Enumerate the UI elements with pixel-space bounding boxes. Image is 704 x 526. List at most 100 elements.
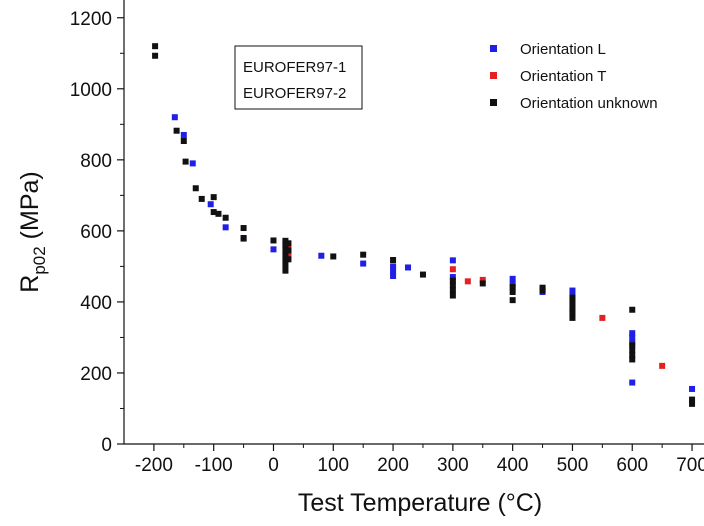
data-point-orientation-unknown: [449, 277, 456, 284]
data-point-orientation-unknown: [629, 306, 636, 313]
data-point-orientation-unknown: [210, 194, 217, 201]
x-tick-label: 600: [616, 455, 648, 476]
legend-label-unknown-prefix: Orientation: [520, 95, 598, 112]
data-point-orientation-unknown: [689, 400, 696, 407]
data-point-orientation-unknown: [192, 185, 199, 192]
data-point-orientation-unknown: [152, 52, 159, 59]
data-point-orientation-unknown: [569, 294, 576, 301]
data-point-orientation-l: [405, 264, 412, 271]
data-point-orientation-l: [449, 257, 456, 264]
data-point-orientation-l: [629, 379, 636, 386]
data-point-orientation-unknown: [569, 305, 576, 312]
x-tick-label: 100: [317, 455, 349, 476]
data-point-orientation-l: [189, 160, 196, 167]
x-tick-label: 700: [676, 455, 704, 476]
x-tick-label: -100: [195, 455, 233, 476]
data-point-orientation-unknown: [270, 237, 277, 244]
y-tick-label: 400: [80, 293, 112, 314]
data-point-orientation-l: [222, 224, 229, 231]
y-axis-title-unit: (MPa): [16, 171, 44, 246]
legend-label-l-key: L: [598, 41, 606, 58]
y-tick-label: 600: [80, 222, 112, 243]
data-point-orientation-l: [449, 274, 456, 281]
legend-label-unknown-key: unknown: [598, 95, 658, 112]
legend-swatch-t: [490, 72, 497, 79]
data-point-orientation-l: [207, 201, 214, 208]
data-point-orientation-l: [171, 114, 178, 121]
data-point-orientation-unknown: [222, 214, 229, 221]
data-point-orientation-t: [479, 276, 486, 283]
x-axis-title: Test Temperature (°C): [298, 489, 542, 517]
data-point-orientation-l: [390, 272, 397, 279]
data-point-orientation-unknown: [198, 195, 205, 202]
y-axis-title-subscript: p02: [30, 246, 49, 274]
data-point-orientation-unknown: [215, 210, 222, 217]
y-tick-label: 800: [80, 151, 112, 172]
data-point-orientation-l: [689, 385, 696, 392]
svg-text:Orientation L: Orientation L: [520, 41, 606, 58]
data-point-orientation-unknown: [569, 314, 576, 321]
data-point-orientation-unknown: [449, 287, 456, 294]
materials-box-line-2: EUROFER97-2: [243, 85, 346, 102]
data-point-orientation-unknown: [285, 240, 292, 247]
materials-box-border: [234, 45, 363, 110]
y-axis-title: Rp02 (MPa): [16, 171, 49, 292]
x-tick-label: 500: [557, 455, 589, 476]
svg-text:Orientation T: Orientation T: [520, 68, 606, 85]
data-point-orientation-l: [629, 334, 636, 341]
y-tick-label: 0: [101, 435, 112, 456]
axes: [123, 0, 704, 445]
data-point-orientation-unknown: [569, 299, 576, 306]
legend-label-l-prefix: Orientation: [520, 41, 598, 58]
data-point-orientation-unknown: [629, 356, 636, 363]
legend-swatch-unknown: [490, 99, 497, 106]
data-point-orientation-unknown: [173, 127, 180, 134]
legend-entry-l: Orientation L: [490, 41, 606, 58]
data-point-orientation-unknown: [282, 262, 289, 269]
data-point-orientation-unknown: [629, 342, 636, 349]
materials-box-line-1: EUROFER97-1: [243, 59, 346, 76]
data-point-orientation-unknown: [569, 310, 576, 317]
legend-entry-t: Orientation T: [490, 68, 606, 85]
data-points: [152, 43, 696, 407]
data-point-orientation-l: [629, 330, 636, 337]
data-point-orientation-unknown: [210, 209, 217, 216]
data-point-orientation-l: [509, 275, 516, 282]
data-point-orientation-unknown: [419, 271, 426, 278]
data-point-orientation-unknown: [509, 288, 516, 295]
legend: Orientation L Orientation T Orientation …: [490, 41, 658, 112]
x-tick-label: 200: [377, 455, 409, 476]
legend-swatch-l: [490, 45, 497, 52]
svg-text:Rp02 (MPa): Rp02 (MPa): [16, 171, 49, 292]
data-point-orientation-unknown: [629, 352, 636, 359]
data-point-orientation-unknown: [282, 267, 289, 274]
data-point-orientation-unknown: [539, 287, 546, 294]
y-tick-label: 1000: [70, 80, 112, 101]
x-tick-label: 400: [497, 455, 529, 476]
data-point-orientation-l: [270, 246, 277, 253]
data-point-orientation-unknown: [390, 257, 397, 264]
data-point-orientation-l: [360, 260, 367, 267]
data-point-orientation-unknown: [629, 346, 636, 353]
y-tick-label: 1200: [70, 9, 112, 30]
data-point-orientation-unknown: [282, 252, 289, 259]
svg-text:Orientation unknown: Orientation unknown: [520, 95, 658, 112]
x-tick-labels: -200 -100 0 100 200 300 400 500 600 700: [135, 455, 704, 476]
data-point-orientation-unknown: [479, 280, 486, 287]
x-tick-label: 0: [268, 455, 279, 476]
data-point-orientation-unknown: [240, 234, 247, 241]
data-point-orientation-t: [599, 314, 606, 321]
data-point-orientation-l: [390, 263, 397, 270]
data-point-orientation-unknown: [180, 138, 187, 145]
data-point-orientation-unknown: [449, 292, 456, 299]
data-point-orientation-unknown: [330, 253, 337, 260]
legend-label-t-prefix: Orientation: [520, 68, 597, 85]
x-tick-label: 300: [437, 455, 469, 476]
data-point-orientation-unknown: [509, 284, 516, 291]
materials-box: EUROFER97-1 EUROFER97-2: [234, 45, 363, 110]
data-point-orientation-unknown: [152, 43, 159, 50]
y-tick-label: 200: [80, 364, 112, 385]
data-point-orientation-unknown: [449, 282, 456, 289]
